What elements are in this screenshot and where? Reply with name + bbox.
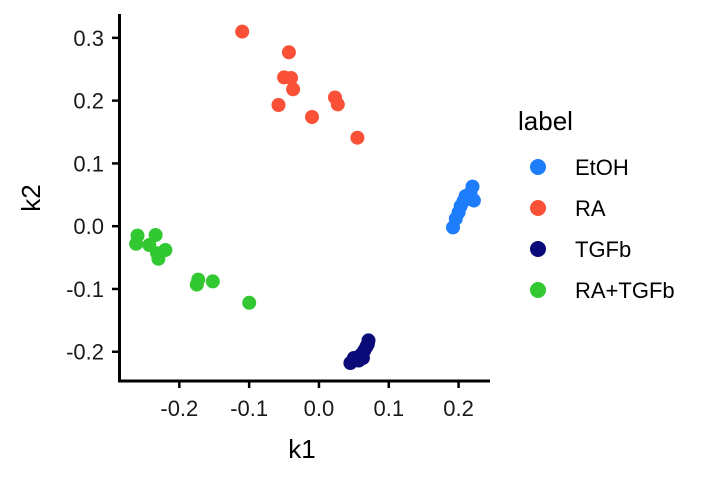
y-ticks: -0.2 -0.1 0.0 0.1 0.2 0.3 xyxy=(66,26,119,365)
point-etoh xyxy=(466,193,481,208)
legend-key-ra-tgfb xyxy=(530,282,546,298)
point-ra xyxy=(281,45,296,60)
legend-items: EtOH RA TGFb RA+TGFb xyxy=(530,155,675,303)
y-tick-label: 0.2 xyxy=(73,89,104,114)
point-ra-tgfb xyxy=(189,277,204,292)
legend-label-ra-tgfb: RA+TGFb xyxy=(575,278,675,303)
point-ra xyxy=(235,24,250,39)
point-ra xyxy=(271,98,286,112)
x-tick-label: -0.1 xyxy=(230,396,268,421)
x-axis-title: k1 xyxy=(288,434,315,464)
x-ticks: -0.2 -0.1 0.0 0.1 0.2 xyxy=(160,381,474,421)
x-tick-label: 0.2 xyxy=(443,396,474,421)
point-ra-tgfb xyxy=(148,228,163,242)
legend-label-tgfb: TGFb xyxy=(575,237,631,262)
point-etoh xyxy=(465,179,480,194)
legend-label-ra: RA xyxy=(575,196,606,221)
point-ra-tgfb xyxy=(158,243,173,257)
point-ra-tgfb xyxy=(242,295,257,310)
y-axis-title: k2 xyxy=(16,184,46,211)
points-layer xyxy=(129,24,481,370)
x-tick-label: -0.2 xyxy=(160,396,198,421)
y-tick-label: -0.2 xyxy=(66,340,104,365)
y-tick-label: 0.3 xyxy=(73,26,104,51)
legend-key-etoh xyxy=(530,159,546,175)
point-tgfb xyxy=(361,333,376,348)
y-tick-label: -0.1 xyxy=(66,277,104,302)
legend-key-ra xyxy=(530,200,546,216)
legend-key-tgfb xyxy=(530,241,546,257)
point-ra xyxy=(284,71,298,85)
y-tick-label: 0.0 xyxy=(73,214,104,239)
x-tick-label: 0.0 xyxy=(304,396,335,421)
x-tick-label: 0.1 xyxy=(373,396,404,421)
legend: label EtOH RA TGFb RA+TGFb xyxy=(518,106,675,303)
point-ra xyxy=(305,110,319,124)
y-tick-label: 0.1 xyxy=(73,151,104,176)
legend-title: label xyxy=(518,106,573,136)
point-ra xyxy=(350,130,365,145)
point-tgfb xyxy=(351,353,366,368)
point-ra-tgfb xyxy=(129,236,144,251)
legend-label-etoh: EtOH xyxy=(575,155,629,180)
point-ra xyxy=(286,82,301,97)
point-ra-tgfb xyxy=(205,274,220,289)
point-ra xyxy=(330,97,345,112)
